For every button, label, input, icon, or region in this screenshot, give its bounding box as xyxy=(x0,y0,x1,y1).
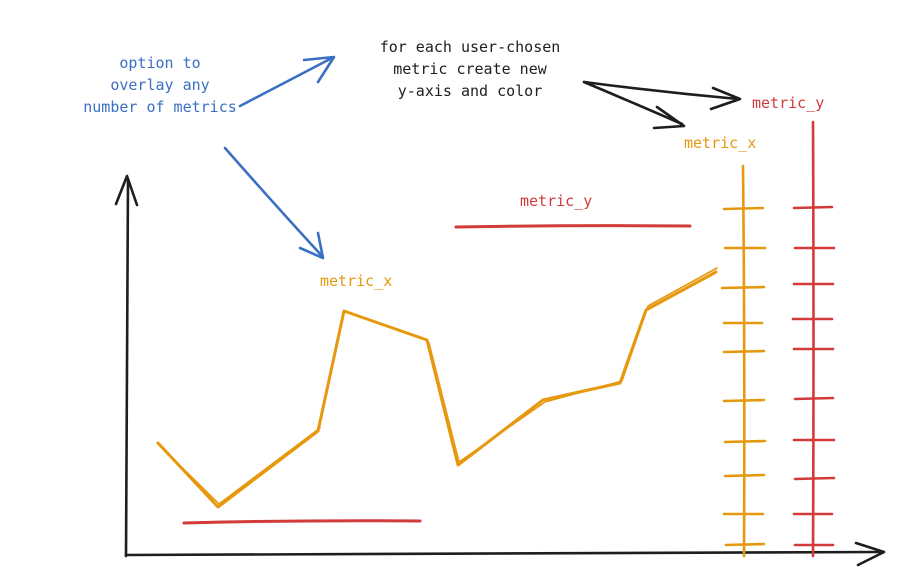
metric-y-axis-tick xyxy=(793,476,836,481)
overlay-note: option to overlay any number of metrics xyxy=(40,52,280,118)
main-axes xyxy=(114,174,886,567)
metric-y-series-label: metric_y xyxy=(520,192,593,210)
metric-y-line-high xyxy=(454,224,692,229)
main-y-axis-arrowhead xyxy=(114,174,139,207)
metric-x-axis-tick xyxy=(722,206,765,211)
metric-y-axis-tick xyxy=(793,396,835,401)
metric-y-series xyxy=(182,224,692,525)
per-metric-note-line: for each user-chosen xyxy=(379,38,561,56)
per-metric-arrow-to-x xyxy=(582,80,684,126)
metric-y-axis-line xyxy=(811,120,815,558)
metric-x-axis-line xyxy=(741,164,746,558)
metric-y-axis-tick xyxy=(792,205,834,210)
metric-y-axis-label: metric_y xyxy=(752,94,825,112)
overlay-arrow-to-chart-head xyxy=(298,231,325,260)
metric-x-axis-label: metric_x xyxy=(684,134,757,152)
metric-x-axis-tick xyxy=(724,542,766,547)
overlay-note-line: number of metrics xyxy=(83,98,237,116)
metric-x-line xyxy=(156,270,718,509)
metric-x-line-sketch-stroke xyxy=(159,267,718,505)
overlay-note-line: option to xyxy=(119,54,201,72)
metric-x-axis-tick xyxy=(720,285,766,290)
overlay-note-line: overlay any xyxy=(110,76,210,94)
metric-y-line-low xyxy=(182,519,422,525)
overlay-arrows xyxy=(223,55,336,260)
per-metric-arrows xyxy=(582,80,742,130)
metric-x-axis-tick xyxy=(722,398,766,403)
per-metric-arrow-to-x-head xyxy=(652,105,686,130)
metric-x-axis-tick xyxy=(722,349,766,354)
overlay-arrow-to-note-head xyxy=(302,55,336,84)
metric-x-axis xyxy=(720,164,767,558)
main-x-axis xyxy=(124,550,882,557)
per-metric-note-line: metric create new xyxy=(393,60,547,78)
metric-x-series-label: metric_x xyxy=(320,272,393,290)
per-metric-arrow-to-y xyxy=(582,80,740,101)
main-y-axis xyxy=(124,178,130,558)
metric-y-axis xyxy=(791,120,836,558)
per-metric-arrow-to-y-head xyxy=(709,86,742,111)
main-x-axis-arrowhead xyxy=(854,541,886,567)
metric-x-series xyxy=(156,267,718,509)
metric-x-axis-tick xyxy=(723,473,766,478)
per-metric-note: for each user-chosen metric create new y… xyxy=(320,36,620,102)
metric-x-axis-tick xyxy=(723,439,767,444)
per-metric-note-line: y-axis and color xyxy=(397,82,543,100)
overlay-arrow-to-chart xyxy=(223,146,324,258)
overlay-arrow-to-note xyxy=(238,56,334,108)
